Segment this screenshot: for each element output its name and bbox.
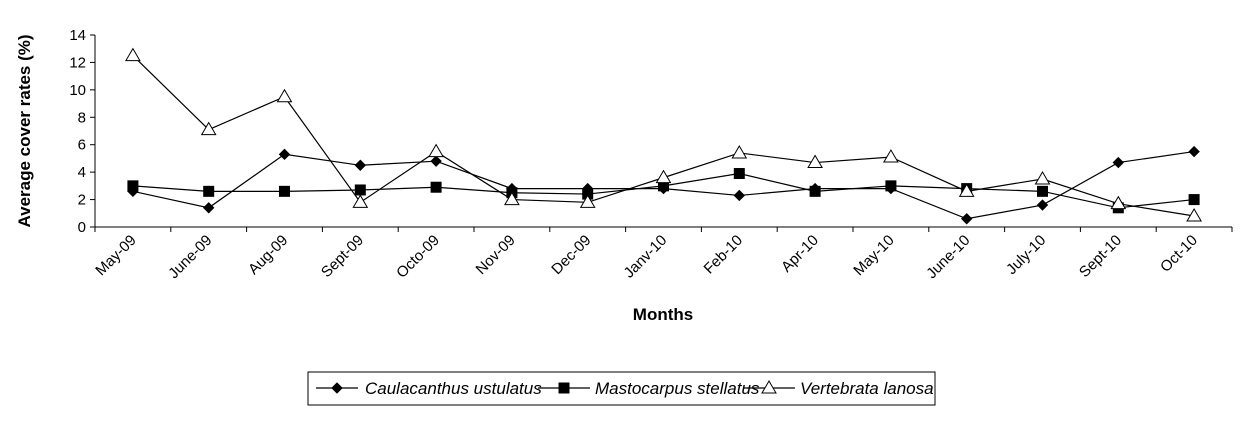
x-tick-label: July-10	[1003, 232, 1049, 278]
x-tick-label: Aug-09	[245, 232, 291, 278]
data-point	[960, 213, 973, 225]
legend-marker	[761, 380, 777, 394]
legend: Caulacanthus ustulatus Mastocarpus stella…	[307, 371, 936, 406]
x-tick-label: Sept-10	[1076, 232, 1125, 281]
data-point	[1188, 194, 1200, 206]
data-point	[430, 155, 442, 167]
data-point	[883, 149, 899, 163]
x-tick-label: Octo-09	[393, 232, 443, 282]
data-point	[1037, 185, 1048, 197]
x-tick-label: May-09	[92, 232, 139, 279]
data-point	[354, 184, 366, 196]
data-point	[579, 194, 596, 208]
legend-label: Caulacanthus ustulatus	[365, 379, 542, 398]
x-tick-label: June-10	[923, 232, 973, 282]
data-point	[1036, 199, 1049, 211]
data-point	[354, 159, 367, 171]
legend-label: Mastocarpus stellatus	[595, 379, 760, 398]
data-point	[733, 168, 745, 180]
data-point	[504, 191, 520, 206]
data-point	[1110, 195, 1127, 210]
data-point	[885, 180, 897, 192]
data-point	[203, 185, 215, 197]
data-point	[655, 169, 672, 184]
y-tick-label: 12	[69, 54, 86, 71]
data-point	[202, 202, 215, 214]
data-point	[278, 148, 291, 161]
data-point	[1034, 171, 1051, 185]
data-point	[430, 181, 442, 193]
data-point	[276, 88, 293, 103]
y-axis-ticks: 0 2 4 6 8 10 12 14	[69, 27, 95, 236]
y-axis-title: Average cover rates (%)	[15, 34, 34, 227]
data-point	[809, 185, 821, 197]
y-tick-label: 10	[69, 82, 86, 99]
data-point	[958, 183, 975, 197]
x-tick-label: Oct-10	[1157, 232, 1201, 276]
data-point	[733, 189, 746, 202]
x-tick-label: Janv-10	[621, 232, 671, 282]
x-tick-label: Sept-09	[318, 232, 367, 281]
x-tick-label: Apr-10	[778, 232, 822, 276]
x-tick-label: June-09	[165, 232, 215, 282]
data-point	[200, 121, 217, 136]
data-point	[279, 185, 290, 197]
data-point	[352, 194, 369, 208]
data-point	[1112, 156, 1125, 169]
legend-label: Vertebrata lanosa	[800, 379, 934, 398]
data-point	[731, 144, 748, 159]
y-tick-label: 2	[78, 192, 86, 209]
data-point	[1188, 145, 1200, 158]
series-layer	[125, 47, 1202, 225]
data-point	[125, 47, 141, 62]
x-tick-label: Dec-09	[548, 232, 594, 278]
data-point	[127, 180, 139, 192]
x-tick-label: Nov-09	[473, 232, 519, 278]
y-tick-label: 8	[78, 109, 86, 126]
y-tick-label: 4	[78, 164, 86, 181]
x-tick-label: Feb-10	[700, 232, 746, 278]
data-point	[582, 188, 594, 200]
data-point	[807, 154, 823, 169]
y-tick-label: 0	[78, 219, 86, 236]
legend-box	[307, 371, 936, 406]
x-axis-title: Months	[633, 305, 693, 324]
legend-marker	[331, 382, 343, 394]
x-axis-ticks: May-09 June-09 Aug-09 Sept-09 Octo-09 Nov-09 D…	[92, 227, 1233, 282]
data-point	[658, 180, 669, 192]
y-tick-label: 6	[78, 137, 86, 154]
series-3	[125, 47, 1202, 222]
x-tick-label: May-10	[850, 232, 897, 279]
data-point	[428, 143, 444, 158]
y-tick-label: 14	[69, 27, 86, 44]
data-point	[1186, 208, 1202, 222]
legend-marker	[558, 382, 570, 394]
